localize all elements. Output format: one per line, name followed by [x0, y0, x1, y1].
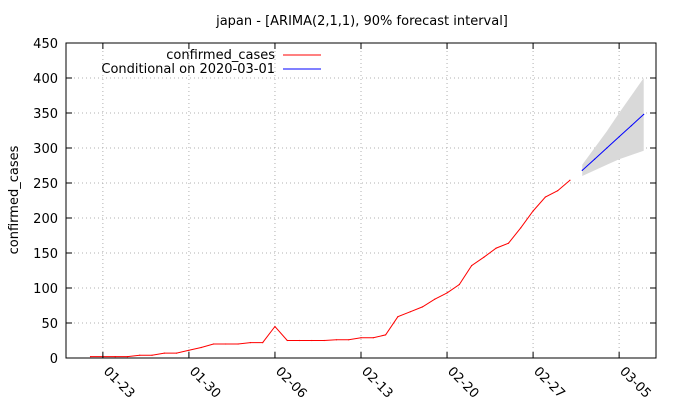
data-point-confirmed	[311, 339, 313, 342]
data-point-confirmed	[520, 227, 522, 229]
data-point-forecast	[618, 136, 620, 138]
y-tick-label: 200	[33, 212, 58, 227]
data-point-confirmed	[163, 352, 165, 354]
data-point-forecast	[581, 169, 583, 171]
y-tick-label: 150	[33, 247, 58, 262]
data-point-confirmed	[409, 311, 411, 313]
y-tick-label: 250	[33, 177, 58, 192]
legend: confirmed_cases Conditional on 2020-03-0…	[101, 48, 321, 77]
data-point-confirmed	[200, 346, 202, 349]
data-point-confirmed	[458, 283, 460, 286]
data-point-forecast	[643, 113, 645, 115]
data-point-confirmed	[544, 196, 546, 198]
data-point-confirmed	[139, 354, 141, 356]
data-point-forecast	[606, 147, 608, 149]
y-tick-label: 350	[33, 107, 58, 122]
data-point-confirmed	[397, 316, 399, 318]
data-point-confirmed	[298, 339, 301, 342]
data-point-confirmed	[212, 343, 215, 345]
data-point-confirmed	[237, 343, 239, 345]
data-point-confirmed	[323, 339, 325, 342]
data-point-confirmed	[114, 356, 116, 358]
data-point-confirmed	[348, 339, 350, 341]
data-point-confirmed	[274, 325, 276, 328]
series-layer	[89, 113, 645, 358]
y-tick-label: 100	[33, 282, 58, 297]
data-point-confirmed	[188, 349, 190, 351]
data-point-confirmed	[151, 354, 153, 356]
data-point-confirmed	[249, 342, 251, 344]
legend-label-conditional: Conditional on 2020-03-01	[101, 62, 275, 77]
y-tick-label: 0	[50, 352, 58, 367]
y-tick-label: 300	[33, 142, 58, 157]
y-tick-label: 450	[33, 37, 58, 52]
y-axis-label: confirmed_cases	[7, 145, 22, 254]
data-point-confirmed	[532, 210, 534, 212]
data-point-confirmed	[89, 356, 92, 358]
series-line-confirmed-cases	[90, 179, 571, 358]
data-point-confirmed	[286, 339, 288, 342]
data-point-confirmed	[507, 242, 510, 244]
y-tick-label: 50	[41, 317, 58, 332]
chart-title: japan - [ARIMA(2,1,1), 90% forecast inte…	[215, 14, 508, 29]
data-point-confirmed	[126, 356, 129, 358]
data-point-confirmed	[262, 342, 264, 344]
data-point-confirmed	[495, 247, 497, 249]
forecast-band-layer	[582, 78, 644, 176]
y-tick-label: 400	[33, 72, 58, 87]
data-point-confirmed	[483, 256, 485, 258]
forecast-interval-band	[582, 78, 644, 176]
data-point-confirmed	[446, 292, 448, 294]
data-point-forecast	[593, 158, 596, 160]
data-point-confirmed	[360, 337, 362, 339]
data-point-confirmed	[335, 339, 338, 341]
data-point-confirmed	[384, 334, 387, 336]
data-point-confirmed	[225, 343, 227, 345]
data-point-confirmed	[569, 179, 571, 181]
data-point-confirmed	[557, 190, 559, 192]
grid	[66, 43, 656, 358]
data-point-confirmed	[372, 337, 374, 339]
legend-label-confirmed-cases: confirmed_cases	[166, 48, 275, 63]
data-point-confirmed	[176, 352, 178, 354]
data-point-forecast	[630, 125, 633, 127]
series-line-forecast	[581, 114, 645, 171]
data-point-confirmed	[434, 298, 436, 300]
data-point-confirmed	[421, 306, 424, 308]
data-point-confirmed	[471, 265, 473, 267]
